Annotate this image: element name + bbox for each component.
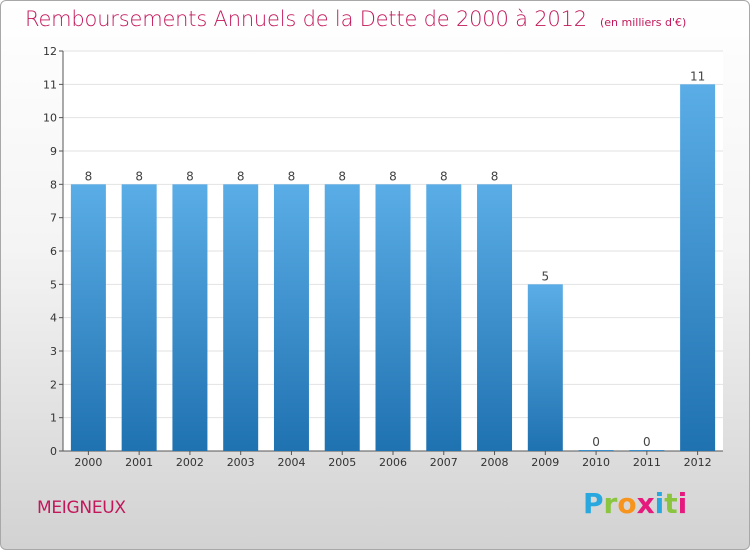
data-label: 8 bbox=[440, 169, 448, 183]
data-label: 0 bbox=[592, 435, 600, 449]
x-tick-label: 2010 bbox=[582, 456, 610, 469]
x-tick-label: 2002 bbox=[176, 456, 204, 469]
data-label: 8 bbox=[491, 169, 499, 183]
bar bbox=[121, 184, 157, 452]
chart-subtitle: (en milliers d'€) bbox=[600, 16, 687, 29]
y-tick-label: 9 bbox=[50, 145, 57, 158]
y-tick-label: 0 bbox=[50, 445, 57, 458]
data-label: 8 bbox=[389, 169, 397, 183]
bar bbox=[223, 184, 259, 452]
bar bbox=[527, 284, 563, 451]
y-tick-label: 8 bbox=[50, 178, 57, 191]
x-tick-label: 2005 bbox=[328, 456, 356, 469]
y-tick-label: 3 bbox=[50, 345, 57, 358]
y-tick-label: 11 bbox=[43, 78, 57, 91]
data-label: 11 bbox=[690, 69, 705, 83]
chart-title-block: Remboursements Annuels de la Dette de 20… bbox=[25, 7, 686, 31]
bar bbox=[273, 184, 309, 452]
data-label: 5 bbox=[541, 269, 549, 283]
bar bbox=[629, 450, 665, 451]
x-tick-label: 2011 bbox=[633, 456, 661, 469]
x-tick-label: 2009 bbox=[531, 456, 559, 469]
y-tick-label: 4 bbox=[50, 312, 57, 325]
commune-name: MEIGNEUX bbox=[37, 498, 126, 518]
y-tick-label: 5 bbox=[50, 278, 57, 291]
x-tick-label: 2006 bbox=[379, 456, 407, 469]
data-label: 8 bbox=[186, 169, 194, 183]
proxiti-logo: Proxiti bbox=[583, 487, 688, 520]
y-tick-label: 2 bbox=[50, 378, 57, 391]
data-label: 8 bbox=[338, 169, 346, 183]
bar bbox=[324, 184, 360, 452]
bar bbox=[426, 184, 462, 452]
bar bbox=[375, 184, 411, 452]
x-tick-label: 2007 bbox=[430, 456, 458, 469]
data-label: 8 bbox=[85, 169, 93, 183]
bar bbox=[680, 84, 716, 451]
data-label: 0 bbox=[643, 435, 651, 449]
data-label: 8 bbox=[135, 169, 143, 183]
chart-title: Remboursements Annuels de la Dette de 20… bbox=[25, 7, 587, 31]
y-tick-label: 1 bbox=[50, 412, 57, 425]
x-tick-label: 2001 bbox=[125, 456, 153, 469]
bar bbox=[578, 450, 614, 451]
x-tick-label: 2012 bbox=[684, 456, 712, 469]
y-tick-label: 12 bbox=[43, 45, 57, 58]
x-tick-label: 2000 bbox=[74, 456, 102, 469]
bar bbox=[70, 184, 106, 452]
data-label: 8 bbox=[237, 169, 245, 183]
data-label: 8 bbox=[288, 169, 296, 183]
y-tick-label: 7 bbox=[50, 212, 57, 225]
x-tick-label: 2003 bbox=[227, 456, 255, 469]
y-tick-label: 6 bbox=[50, 245, 57, 258]
bar bbox=[172, 184, 208, 452]
x-tick-label: 2008 bbox=[481, 456, 509, 469]
bar bbox=[477, 184, 513, 452]
x-tick-label: 2004 bbox=[277, 456, 305, 469]
y-tick-label: 10 bbox=[43, 112, 57, 125]
